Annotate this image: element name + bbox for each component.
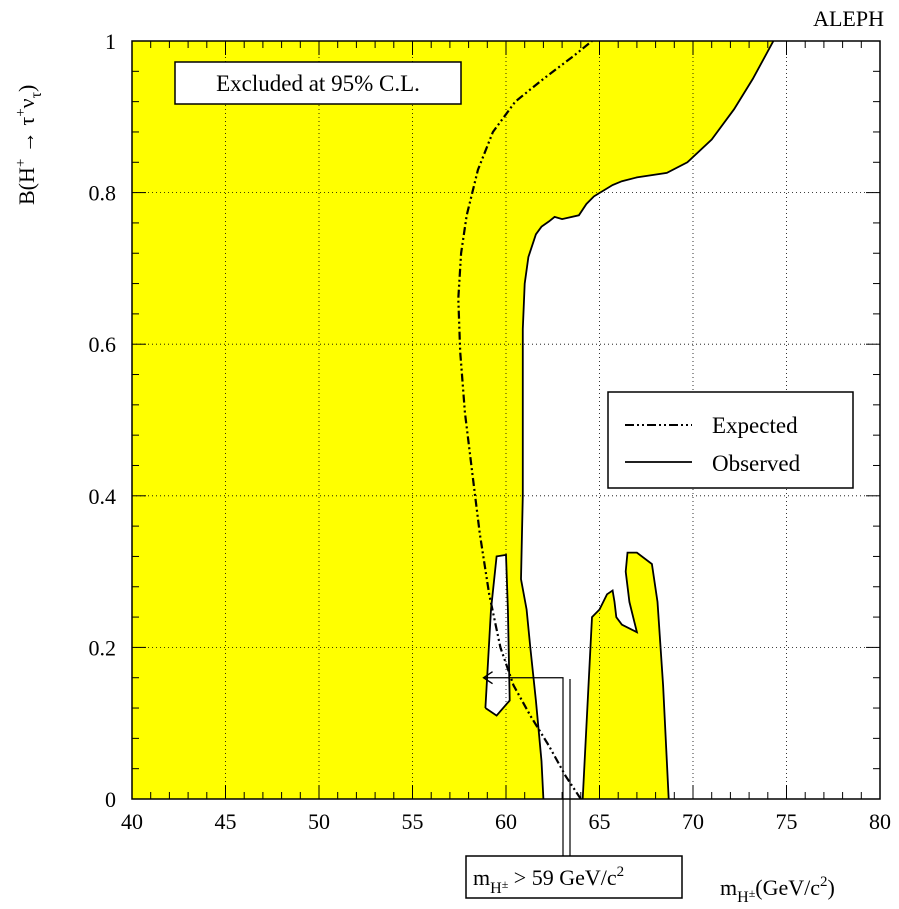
y-label-sup1: + <box>13 159 29 167</box>
y-label-prefix: B(H <box>14 167 39 205</box>
x-tick-label-5: 65 <box>589 809 611 834</box>
x-label-m: m <box>720 875 737 900</box>
y-tick-label-1: 0.2 <box>89 635 117 660</box>
y-label-close: ) <box>14 85 39 92</box>
x-label-close: ) <box>828 875 835 900</box>
legend-expected-label: Expected <box>712 413 798 438</box>
limit-label-m: m <box>473 865 490 890</box>
y-label-arrow: → τ <box>14 117 39 159</box>
x-tick-label-1: 45 <box>215 809 237 834</box>
lines-layer <box>457 41 775 799</box>
x-tick-label-6: 70 <box>682 809 704 834</box>
y-label-nu: ν <box>14 98 39 108</box>
x-tick-label-4: 60 <box>495 809 517 834</box>
legend-observed-label: Observed <box>712 451 801 476</box>
x-tick-label-2: 50 <box>308 809 330 834</box>
tick-label-layer: 40 45 50 55 60 65 70 75 80 0 0.2 0.4 0.6 0.8 1 <box>89 29 892 834</box>
legend: Expected Observed <box>607 391 854 489</box>
expected-line <box>457 41 593 799</box>
y-tick-label-5: 1 <box>105 29 116 54</box>
x-tick-label-7: 75 <box>776 809 798 834</box>
limit-label-box <box>465 855 683 899</box>
y-tick-label-0: 0 <box>105 787 116 812</box>
limit-label: mH± > 59 GeV/c2 <box>473 864 624 897</box>
y-label-sup2: + <box>13 108 29 116</box>
y-tick-label-4: 0.8 <box>89 181 117 206</box>
limit-bracket <box>483 677 564 856</box>
limit-annotation-layer <box>482 671 571 856</box>
chart-title: ALEPH <box>813 6 884 31</box>
x-label-sup: 2 <box>820 874 828 890</box>
limit-label-sub: H <box>490 880 502 897</box>
excluded-label-box <box>174 61 462 105</box>
limit-label-sup: 2 <box>617 864 625 880</box>
x-label-pm: ± <box>749 886 756 900</box>
x-tick-label-3: 55 <box>402 809 424 834</box>
y-tick-label-2: 0.4 <box>89 484 117 509</box>
excluded-island <box>582 552 669 799</box>
x-label-unit: (GeV/c <box>755 875 820 900</box>
y-label-nu-sub: τ <box>28 91 45 98</box>
excluded-label: Excluded at 95% C.L. <box>216 71 420 96</box>
x-axis-label: mH±(GeV/c2) <box>720 874 835 906</box>
observed-line-island-2 <box>581 551 670 799</box>
ticks-layer <box>131 40 881 800</box>
y-tick-label-3: 0.6 <box>89 332 117 357</box>
limit-label-pm: ± <box>502 877 509 891</box>
x-tick-label-8: 80 <box>869 809 891 834</box>
grid-layer <box>132 41 880 799</box>
limit-label-rel: > 59 GeV/c <box>508 865 617 890</box>
limit-arrowhead <box>482 671 493 685</box>
x-tick-label-0: 40 <box>121 809 143 834</box>
y-axis-label: B(H+ → τ+ντ) <box>13 85 45 205</box>
legend-box <box>607 391 854 489</box>
observed-line-main <box>520 41 775 799</box>
observed-line-island-1 <box>484 553 511 717</box>
excluded-region-main <box>132 41 774 799</box>
x-label-sub: H <box>737 889 749 906</box>
